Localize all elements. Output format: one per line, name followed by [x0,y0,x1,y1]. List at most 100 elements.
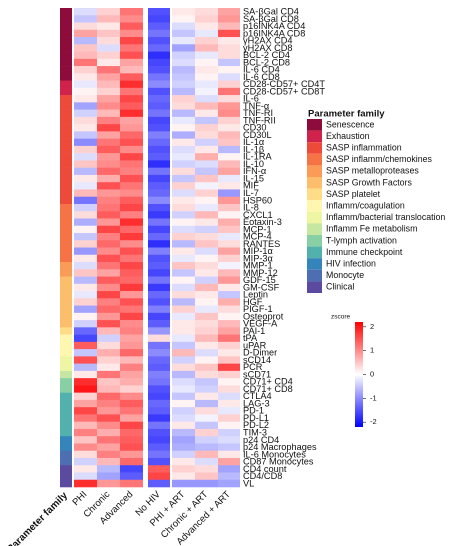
heatmap-cell [120,189,143,197]
row-label: sCD14 [243,355,271,365]
heatmap-cell [97,341,120,350]
row-label: MMP-12 [243,268,278,278]
heatmap-cell [172,370,195,379]
heatmap-cell [74,138,97,147]
row-label: HSP60 [243,195,272,205]
row-label: PAI-1 [243,326,265,336]
heatmap-cell [148,109,170,118]
heatmap-cell [97,465,120,473]
row-label: p24 Macrophages [243,442,317,452]
heatmap-cell [120,138,143,147]
row-label: CD30L [243,130,272,140]
heatmap-cell [218,196,240,205]
heatmap-cell [172,15,195,23]
heatmap-cell [97,472,120,481]
heatmap-cell [172,254,195,263]
heatmap-cell [218,160,240,168]
heatmap-cell [172,341,195,350]
legend-swatch [307,142,322,154]
heatmap-cell [172,414,195,422]
row-label: LAG-3 [243,398,270,408]
heatmap-cell [97,443,120,452]
heatmap-cell [218,421,240,430]
legend-swatch [307,211,322,224]
heatmap-cell [148,8,170,16]
row-label: MMP-1 [243,261,273,271]
heatmap-cell [195,80,218,89]
heatmap-cell [218,80,240,89]
family-cell [60,450,72,459]
heatmap-cell [148,80,170,89]
heatmap-cell [148,262,170,270]
heatmap-cell [148,73,170,81]
row-label: CTLA4 [243,391,272,401]
heatmap-cell [148,291,170,299]
heatmap-cell [120,116,143,125]
heatmap-cell [74,8,97,16]
heatmap-cell [218,407,240,415]
heatmap-cell [195,44,218,52]
heatmap-cell [172,167,195,176]
heatmap-cell [148,436,170,444]
heatmap-cell [218,334,240,343]
legend-swatch [307,165,322,177]
heatmap-cell [195,182,218,190]
heatmap-cell [172,22,195,31]
heatmap-cell [74,428,97,437]
row-label: IL-6 CD8 [243,72,280,82]
heatmap-cell [218,262,240,270]
heatmap-cell [120,145,143,154]
heatmap-cell [74,399,97,408]
heatmap-cell [148,196,170,205]
heatmap-cell [195,87,218,96]
family-cell [60,66,72,74]
heatmap-cell [120,407,143,415]
heatmap-cell [195,472,218,481]
colorbar-tick-label: -1 [370,393,377,402]
heatmap-cell [195,385,218,393]
legend-label: Exhaustion [326,131,370,141]
heatmap-cell [172,472,195,481]
heatmap-cell [120,232,143,241]
row-label: MCP-1 [243,224,272,234]
legend-label: T-lymph activation [326,235,397,245]
family-cell [60,370,72,379]
heatmap-cell [148,320,170,328]
heatmap-cell [195,225,218,234]
heatmap-cell [74,211,97,219]
heatmap-cell [195,341,218,350]
heatmap-cell [218,247,240,256]
heatmap-cell [97,225,120,234]
family-cell [60,225,72,234]
family-cell [60,8,72,16]
heatmap-cell [218,356,240,364]
heatmap-cell [120,385,143,393]
heatmap-cell [97,254,120,263]
heatmap-cell [97,428,120,437]
heatmap-cell [74,22,97,31]
heatmap-cell [172,443,195,452]
heatmap-cell [74,116,97,125]
heatmap-cell [218,102,240,110]
heatmap-cell [97,174,120,183]
heatmap-cell [218,95,240,103]
heatmap-cell [195,131,218,139]
heatmap-cell [74,465,97,473]
row-label: PCR [243,362,263,372]
heatmap-cell [148,327,170,335]
family-cell [60,189,72,197]
heatmap-cell [195,334,218,343]
family-cell [60,428,72,437]
heatmap-cell [195,8,218,16]
heatmap-cell [97,160,120,168]
heatmap-cell [148,407,170,415]
heatmap-cell [74,298,97,306]
legend-swatch [307,200,322,212]
heatmap-cell [195,232,218,241]
heatmap-cell [74,196,97,205]
heatmap-cell [120,29,143,38]
heatmap-cell [97,66,120,74]
row-label: GDF-15 [243,275,276,285]
heatmap-cell [74,443,97,452]
legend-label: HIV infection [326,259,376,269]
